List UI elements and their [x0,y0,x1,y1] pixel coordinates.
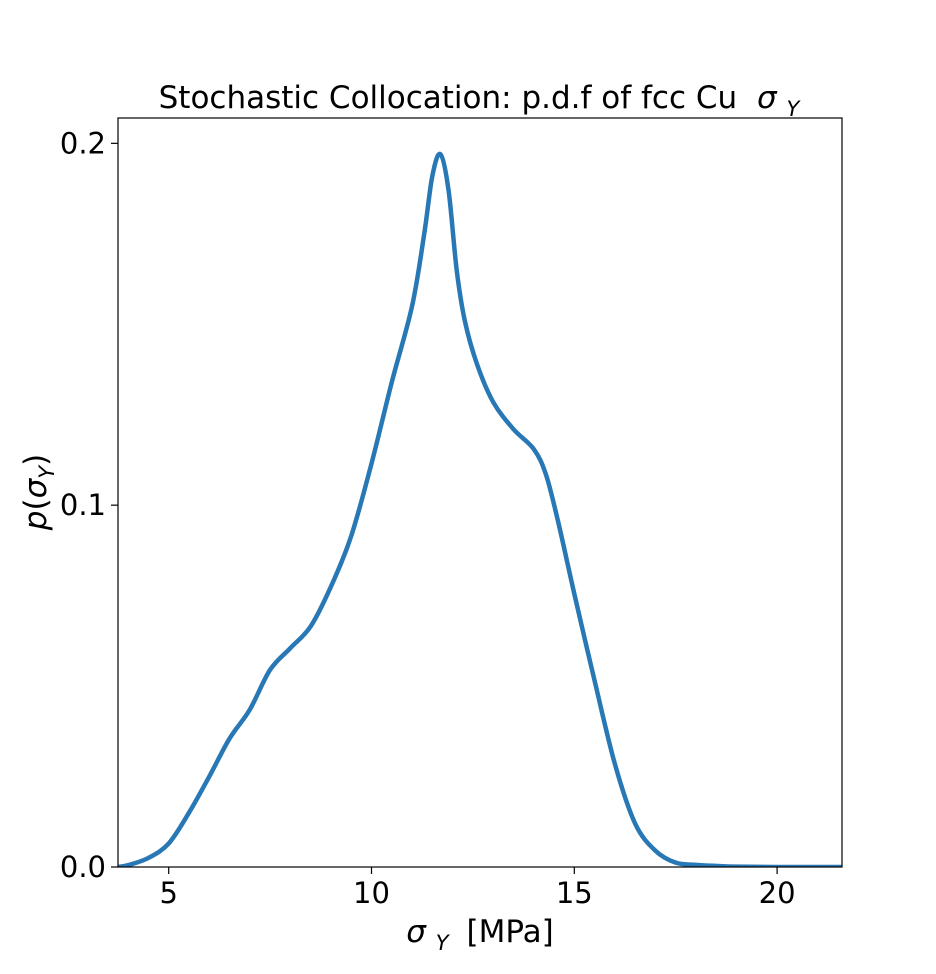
y-tick-label: 0.2 [60,126,106,160]
x-axis-label-symbol: σ [406,914,427,950]
x-axis-label-symbol-sub: Y [436,931,451,955]
plot-area [118,151,842,867]
y-axis-label-close: ) [18,454,54,466]
chart-title-symbol-sub: Y [787,97,802,121]
series-line-0 [118,151,842,867]
y-axis-label: p(σY) [18,454,59,531]
x-tick-label: 10 [353,876,390,910]
y-tick-label: 0.1 [60,488,106,522]
chart-title: Stochastic Collocation: p.d.f of fcc Cu … [159,80,802,121]
chart-title-symbol: σ [757,80,778,116]
chart-title-text: Stochastic Collocation: p.d.f of fcc Cu [159,80,738,116]
y-axis-label-p: p [18,511,54,532]
y-axis-label-symbol: σ [18,477,54,498]
y-tick-label: 0.0 [60,850,106,884]
plot-frame [117,117,843,868]
x-axis-label: σ Y [MPa] [406,914,553,958]
x-axis-label-unit: [MPa] [466,914,553,950]
x-tick-label: 15 [556,876,593,910]
y-axis-label-open: ( [18,498,54,510]
y-axis-label-symbol-sub: Y [35,464,59,479]
x-tick-label: 5 [159,876,177,910]
x-tick-label: 20 [759,876,796,910]
axis-ticks: 5 10 15 20 0.0 0.1 0.2 [60,126,796,910]
